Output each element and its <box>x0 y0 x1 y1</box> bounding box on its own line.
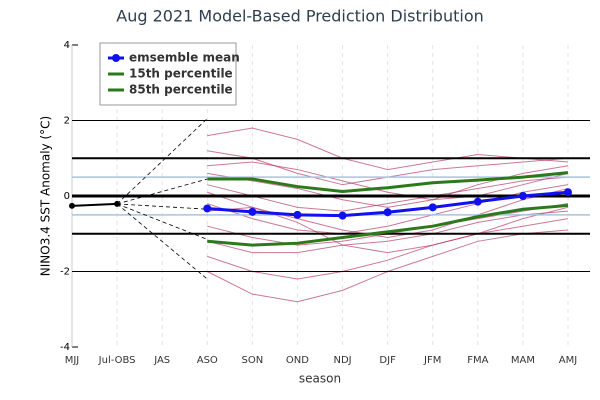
chart-title: Aug 2021 Model-Based Prediction Distribu… <box>116 7 484 26</box>
member-line <box>207 187 569 239</box>
x-tick-label: AMJ <box>559 355 577 366</box>
legend-label: 85th percentile <box>129 83 233 97</box>
x-tick-label: MJJ <box>65 355 80 366</box>
series-line <box>207 203 569 247</box>
y-tick-label: 0 <box>64 191 70 202</box>
member-line <box>207 210 569 254</box>
series-marker <box>564 188 572 197</box>
x-tick-label: JAS <box>153 355 170 366</box>
y-tick-label: -4 <box>60 342 70 353</box>
plume-line <box>116 178 208 205</box>
y-tick-label: -2 <box>60 267 70 278</box>
member-line <box>207 161 569 201</box>
series-marker <box>473 197 482 206</box>
x-tick-label: Jul-OBS <box>98 355 136 366</box>
observed-line <box>71 202 118 207</box>
y-tick-label: 2 <box>64 116 70 127</box>
series-line <box>207 171 569 193</box>
series-marker <box>428 203 437 212</box>
member-line <box>207 176 569 212</box>
plume-line <box>116 203 208 280</box>
legend-marker <box>112 54 120 62</box>
member-line <box>207 127 569 171</box>
series-marker <box>338 211 347 220</box>
x-tick-label: ASO <box>197 355 218 366</box>
x-tick-label: FMA <box>467 355 488 366</box>
x-axis-label: season <box>299 372 341 386</box>
observed-marker <box>69 202 75 209</box>
x-tick-label: JFM <box>423 355 441 366</box>
legend-label: 15th percentile <box>129 67 233 81</box>
series-marker <box>203 204 212 213</box>
y-tick-label: 4 <box>64 40 70 51</box>
plume-line <box>117 203 208 210</box>
plume-line <box>116 203 208 240</box>
legend-label: emsemble mean <box>129 51 240 65</box>
x-tick-label: SON <box>242 355 264 366</box>
observed-marker <box>114 200 121 207</box>
member-line <box>207 218 569 280</box>
x-tick-label: MAM <box>511 355 535 366</box>
x-tick-label: NDJ <box>333 355 351 366</box>
x-tick-label: OND <box>286 355 309 366</box>
series-marker <box>293 210 302 219</box>
y-axis-label: NINO3.4 SST Anomaly (°C) <box>39 116 53 276</box>
series-marker <box>383 208 392 217</box>
series-marker <box>518 192 527 200</box>
series-marker <box>248 207 257 216</box>
x-tick-label: DJF <box>379 355 396 366</box>
